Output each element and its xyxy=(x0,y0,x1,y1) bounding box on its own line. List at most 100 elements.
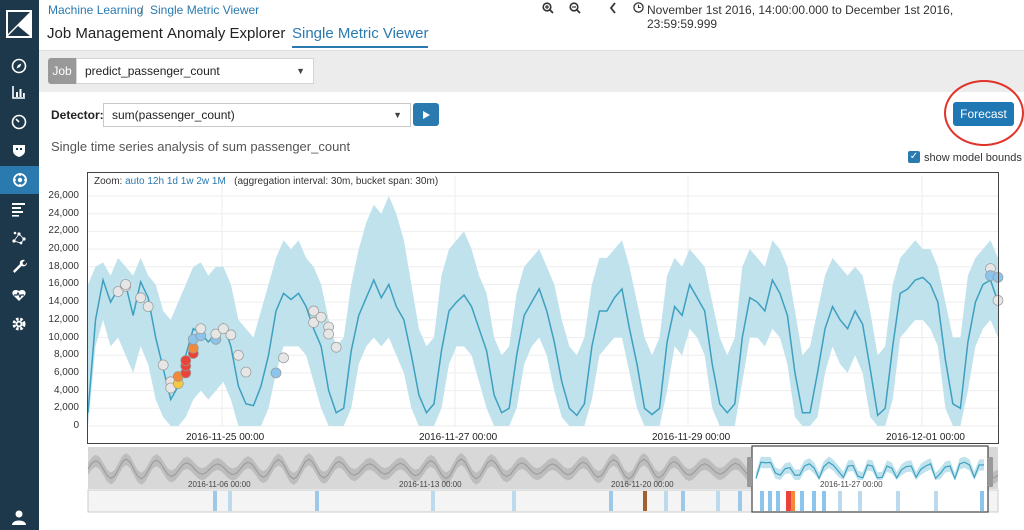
user-icon[interactable] xyxy=(10,508,28,526)
brush-anomaly-cell xyxy=(760,491,764,511)
job-select[interactable]: predict_passenger_count ▼ xyxy=(76,58,314,84)
job-value: predict_passenger_count xyxy=(85,64,220,78)
ml-icon[interactable] xyxy=(0,166,39,194)
list-icon[interactable] xyxy=(10,200,28,218)
zoom-label: Zoom: xyxy=(94,176,123,187)
aggregation-info: (aggregation interval: 30m, bucket span:… xyxy=(234,176,439,187)
brush-anomaly-cell xyxy=(776,491,780,511)
context-anomaly-cell xyxy=(609,491,613,511)
tab-bar: Job Management Anomaly Explorer Single M… xyxy=(39,22,1024,51)
model-bounds-checkbox[interactable]: ✓ xyxy=(908,151,920,163)
context-swimlane xyxy=(87,489,999,513)
brush-anomaly-cell xyxy=(980,491,984,511)
breadcrumb-root[interactable]: Machine Learning xyxy=(48,3,144,17)
brush-anomaly-cell xyxy=(858,491,862,511)
breadcrumb-current[interactable]: Single Metric Viewer xyxy=(150,3,260,17)
clock-icon xyxy=(633,2,644,16)
detector-label: Detector: xyxy=(51,108,104,122)
x-tick-label: 2016-11-29 00:00 xyxy=(652,432,731,443)
compass-icon[interactable] xyxy=(10,57,28,75)
zoom-in-icon[interactable] xyxy=(542,2,554,17)
brush-anomaly-cell xyxy=(800,491,804,511)
context-anomaly-cell xyxy=(716,491,720,511)
brush-anomaly-cell xyxy=(786,491,792,511)
job-bar: Job predict_passenger_count ▼ xyxy=(39,51,1024,92)
detector-value: sum(passenger_count) xyxy=(112,108,235,122)
brush-anomaly-cell xyxy=(896,491,900,511)
model-bounds-label[interactable]: show model bounds xyxy=(924,152,1022,164)
y-tick-label: 14,000 xyxy=(48,296,79,308)
zoom-option-1m[interactable]: 1M xyxy=(211,176,226,187)
bar-chart-icon[interactable] xyxy=(10,83,28,101)
brush-anomaly-cell xyxy=(838,491,842,511)
context-x-tick-label: 2016-11-13 00:00 xyxy=(399,480,462,489)
brush-band xyxy=(756,456,984,480)
y-tick-label: 22,000 xyxy=(48,225,79,237)
focus-chart-frame xyxy=(87,172,999,444)
y-tick-label: 12,000 xyxy=(48,313,79,325)
brush-anomaly-cell xyxy=(822,491,826,511)
context-anomaly-cell xyxy=(315,491,319,511)
y-tick-label: 4,000 xyxy=(53,384,79,396)
context-anomaly-cell xyxy=(643,491,647,511)
time-range[interactable]: November 1st 2016, 14:00:00.000 to Decem… xyxy=(647,3,954,31)
y-tick-label: 24,000 xyxy=(48,207,79,219)
breadcrumb-separator: / xyxy=(140,3,144,17)
brush-handle-right xyxy=(988,457,993,487)
chevron-left-icon[interactable] xyxy=(609,2,617,17)
tab-job-management[interactable]: Job Management xyxy=(47,25,163,42)
y-tick-label: 18,000 xyxy=(48,260,79,272)
forecast-button[interactable]: Forecast xyxy=(953,102,1014,126)
graph-icon[interactable] xyxy=(10,228,28,246)
top-bar: Machine Learning / Single Metric Viewer … xyxy=(39,0,1024,31)
zoom-option-1d[interactable]: 1d xyxy=(166,176,178,187)
y-tick-label: 16,000 xyxy=(48,278,79,290)
y-tick-label: 8,000 xyxy=(53,349,79,361)
context-x-tick-label: 2016-11-27 00:00 xyxy=(820,480,883,489)
shield-icon[interactable] xyxy=(10,141,28,159)
zoom-option-1w[interactable]: 1w xyxy=(180,176,194,187)
context-anomaly-cell xyxy=(228,491,232,511)
context-x-tick-label: 2016-11-06 00:00 xyxy=(188,480,251,489)
x-tick-label: 2016-11-25 00:00 xyxy=(186,432,265,443)
caret-down-icon: ▼ xyxy=(393,110,402,120)
tab-single-metric-viewer[interactable]: Single Metric Viewer xyxy=(292,25,429,48)
zoom-row: Zoom: auto 12h 1d 1w 2w 1M (aggregation … xyxy=(94,176,438,187)
y-tick-label: 20,000 xyxy=(48,243,79,255)
y-tick-label: 0 xyxy=(73,420,79,431)
brush-anomaly-cell xyxy=(768,491,772,511)
context-anomaly-cell xyxy=(681,491,685,511)
context-anomaly-cell xyxy=(512,491,516,511)
caret-down-icon: ▼ xyxy=(296,66,305,76)
y-tick-label: 10,000 xyxy=(48,331,79,343)
job-label: Job xyxy=(48,58,76,84)
zoom-out-icon[interactable] xyxy=(569,2,581,17)
tab-anomaly-explorer[interactable]: Anomaly Explorer xyxy=(167,25,286,42)
heartbeat-icon[interactable] xyxy=(10,286,28,304)
context-x-tick-label: 2016-11-20 00:00 xyxy=(611,480,674,489)
apply-button[interactable] xyxy=(413,103,439,126)
zoom-option-2w[interactable]: 2w xyxy=(196,176,210,187)
play-icon xyxy=(423,110,430,119)
sidebar xyxy=(0,0,39,530)
context-anomaly-cell xyxy=(664,491,668,511)
y-tick-label: 2,000 xyxy=(53,402,79,414)
y-tick-label: 26,000 xyxy=(48,190,79,201)
chart-subtitle: Single time series analysis of sum passe… xyxy=(51,139,351,154)
brush-anomaly-cell xyxy=(934,491,938,511)
context-line xyxy=(87,458,999,480)
brush-line xyxy=(755,461,984,481)
zoom-option-12h[interactable]: 12h xyxy=(147,176,165,187)
kibana-logo[interactable] xyxy=(6,10,32,38)
detector-select[interactable]: sum(passenger_count) ▼ xyxy=(103,103,411,127)
gear-icon[interactable] xyxy=(10,315,28,333)
wrench-icon[interactable] xyxy=(10,257,28,275)
context-brush xyxy=(751,445,989,513)
gauge-icon[interactable] xyxy=(10,113,28,131)
context-anomaly-cell xyxy=(213,491,217,511)
zoom-option-auto[interactable]: auto xyxy=(125,176,145,187)
context-anomaly-cell xyxy=(738,491,742,511)
brush-anomaly-cell xyxy=(812,491,816,511)
highlight-circle xyxy=(944,80,1024,146)
y-tick-label: 6,000 xyxy=(53,366,79,378)
